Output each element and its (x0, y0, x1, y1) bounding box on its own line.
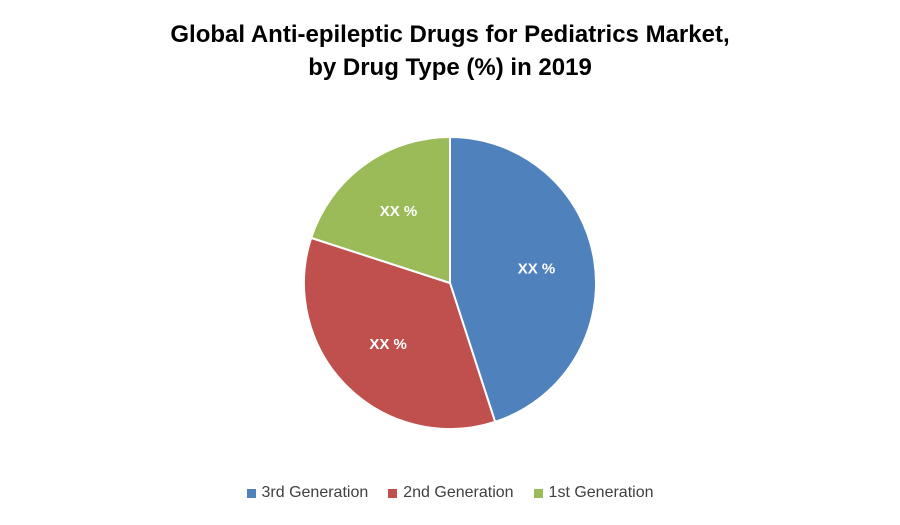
legend-label-1st-generation: 1st Generation (548, 484, 654, 501)
legend-item-2nd-generation: 2nd Generation (388, 484, 514, 502)
pie-slice-1st-generation (309, 135, 451, 285)
chart-title: Global Anti-epileptic Drugs for Pediatri… (0, 18, 900, 84)
legend-label-3rd-generation: 3rd Generation (261, 484, 369, 501)
pie-slice-2nd-generation (303, 236, 497, 430)
chart-title-line-1: Global Anti-epileptic Drugs for Pediatri… (170, 21, 730, 48)
legend-item-1st-generation: 1st Generation (533, 484, 654, 502)
legend-item-3rd-generation: 3rd Generation (246, 484, 369, 502)
legend-swatch-2nd-generation (388, 488, 398, 498)
data-label-1st-generation: XX % (380, 203, 418, 220)
legend-label-2nd-generation: 2nd Generation (403, 484, 514, 501)
data-label-2nd-generation: XX % (369, 336, 407, 353)
pie-slice-3rd-generation (449, 135, 597, 424)
legend-swatch-1st-generation (533, 488, 543, 498)
legend-swatch-3rd-generation (246, 488, 256, 498)
legend: 3rd Generation 2nd Generation 1st Genera… (0, 484, 900, 502)
chart-title-line-2: by Drug Type (%) in 2019 (308, 54, 592, 81)
data-label-3rd-generation: XX % (518, 260, 556, 277)
